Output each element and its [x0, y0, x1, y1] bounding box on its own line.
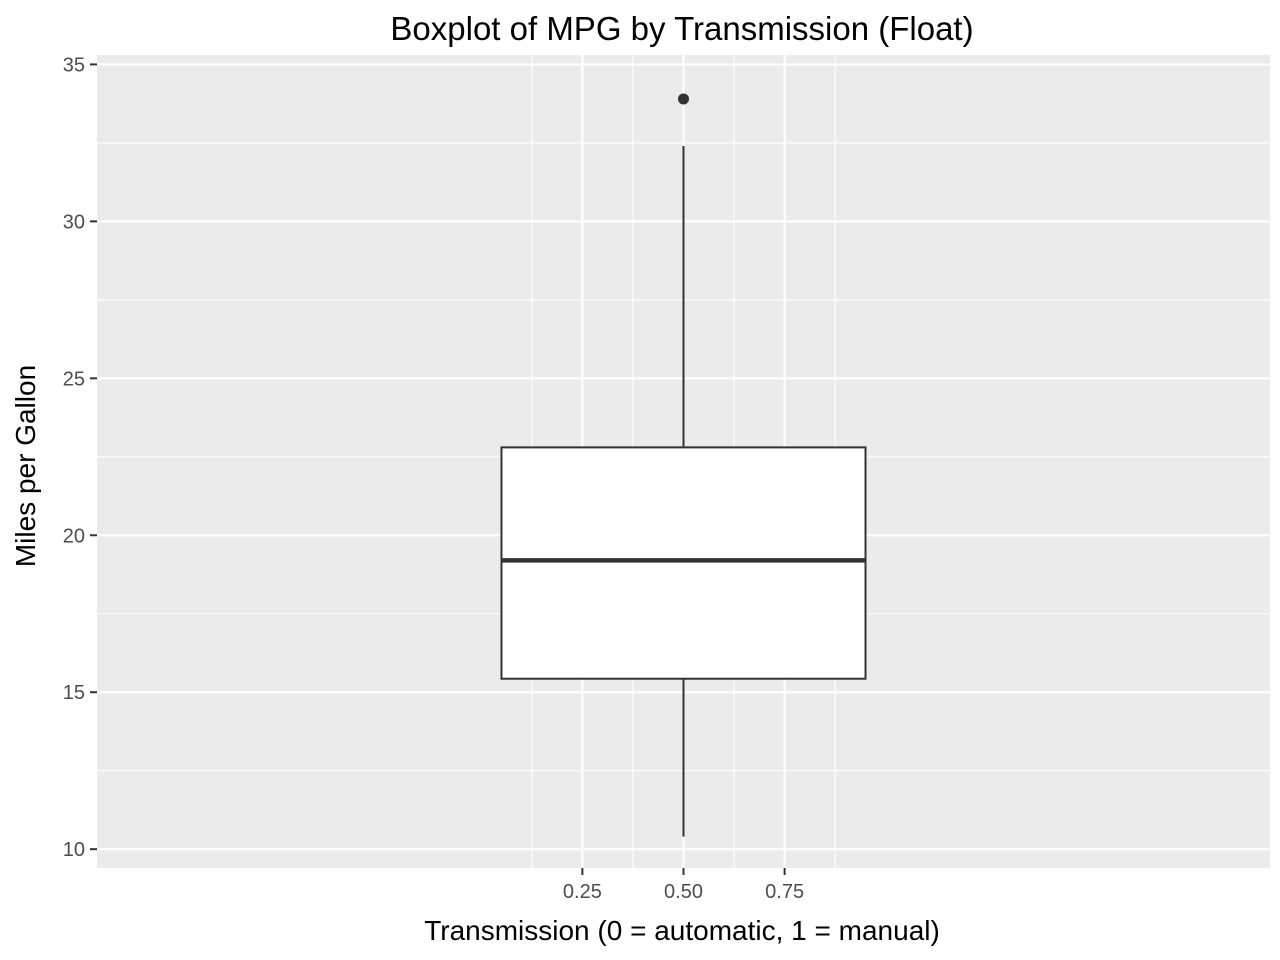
x-tick-label: 0.25: [563, 881, 602, 903]
y-tick-label: 25: [63, 368, 85, 390]
interquartile-box: [500, 446, 867, 680]
x-tick-label: 0.75: [765, 881, 804, 903]
box-element: [500, 93, 867, 837]
y-tick-label: 35: [63, 54, 85, 76]
y-tick-label: 30: [63, 211, 85, 233]
y-tick-label: 15: [63, 682, 85, 704]
y-axis-ticks: 10 15 20 25 30 35: [63, 54, 97, 861]
x-tick-label: 0.50: [664, 881, 703, 903]
y-tick-label: 10: [63, 839, 85, 861]
y-axis-title: Miles per Gallon: [10, 365, 41, 567]
y-tick-label: 20: [63, 525, 85, 547]
chart-title: Boxplot of MPG by Transmission (Float): [390, 10, 973, 47]
x-axis-ticks: 0.25 0.50 0.75: [563, 868, 804, 903]
outlier-point: [678, 93, 689, 105]
x-axis-title: Transmission (0 = automatic, 1 = manual): [424, 915, 940, 946]
